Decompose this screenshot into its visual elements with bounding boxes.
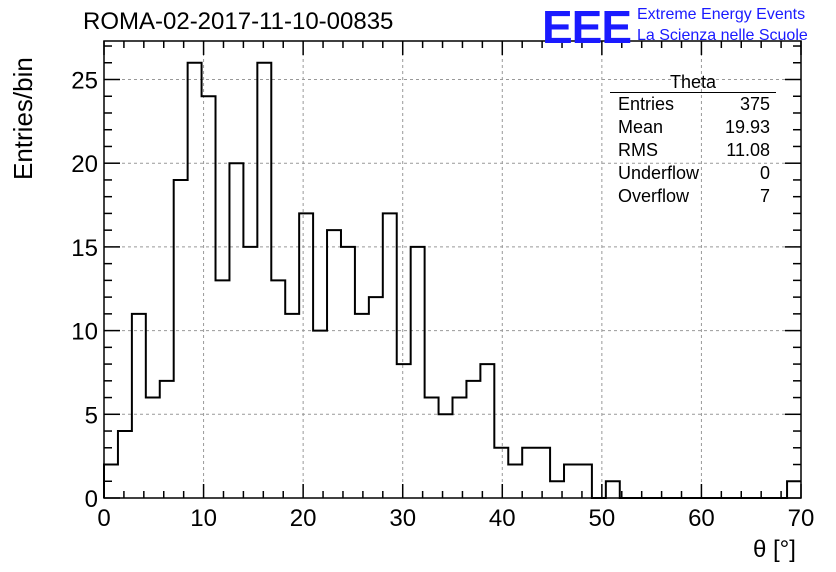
histogram-bin <box>216 280 230 498</box>
y-tick-label: 25 <box>71 68 98 95</box>
histogram-bin <box>564 465 578 498</box>
histogram-bin <box>118 431 132 498</box>
stats-row-overflow: Overflow 7 <box>610 185 776 208</box>
stats-label: Underflow <box>618 163 700 183</box>
histogram-bin <box>160 381 174 498</box>
histogram-bin <box>243 247 257 498</box>
x-tick-label: 20 <box>290 505 317 532</box>
x-tick-label: 0 <box>97 505 110 532</box>
logo-caption-line2: La Scienza nelle Scuole <box>637 27 808 44</box>
stats-value: 19.93 <box>724 117 770 137</box>
stats-title: Theta <box>610 72 776 93</box>
stats-value: 7 <box>759 186 770 206</box>
y-tick-label: 20 <box>71 151 98 178</box>
histogram-bin <box>466 381 480 498</box>
stats-value: 11.08 <box>726 140 770 160</box>
logo-caption-line1: Extreme Energy Events <box>637 6 806 23</box>
stats-row-entries: Entries 375 <box>610 93 776 116</box>
histogram-bin <box>606 481 620 498</box>
histogram-bin <box>425 398 439 498</box>
histogram-bin <box>383 213 397 498</box>
histogram-bin <box>299 213 313 498</box>
histogram-bin <box>397 364 411 498</box>
y-axis-label: Entries/bin <box>8 57 38 180</box>
x-tick-label: 40 <box>489 505 516 532</box>
x-tick-label: 50 <box>589 505 616 532</box>
stats-value: 0 <box>759 163 770 183</box>
histogram-bin <box>355 314 369 498</box>
stats-label: Overflow <box>618 186 690 206</box>
stats-value: 375 <box>739 94 770 114</box>
histogram-bin <box>453 398 467 498</box>
x-tick-label: 60 <box>688 505 715 532</box>
histogram-bin <box>341 247 355 498</box>
histogram-bin <box>787 481 801 498</box>
x-tick-label: 30 <box>389 505 416 532</box>
y-tick-label: 0 <box>85 486 98 513</box>
histogram-bin <box>439 414 453 498</box>
histogram-bin <box>369 297 383 498</box>
histogram-bin <box>480 364 494 498</box>
stats-row-underflow: Underflow 0 <box>610 162 776 185</box>
plot-frame <box>103 40 802 499</box>
stats-label: Mean <box>618 117 664 137</box>
histogram-line <box>103 61 801 499</box>
y-tick-label: 15 <box>71 235 98 262</box>
histogram-bin <box>285 314 299 498</box>
histogram-bin <box>146 398 160 498</box>
chart-title: ROMA-02-2017-11-10-00835 <box>83 8 394 35</box>
logo-caption: Extreme Energy Events La Scienza nelle S… <box>637 4 808 46</box>
histogram-bin <box>327 230 341 498</box>
histogram-bin <box>174 180 188 498</box>
x-axis-label: θ [°] <box>753 536 796 563</box>
x-tick-label: 70 <box>788 505 815 532</box>
histogram-bin <box>257 63 271 498</box>
histogram-bin <box>578 465 592 498</box>
histogram-bin <box>271 280 285 498</box>
x-tick-label: 10 <box>190 505 217 532</box>
stats-row-mean: Mean 19.93 <box>610 116 776 139</box>
stats-label: Entries <box>618 94 675 114</box>
y-tick-label: 10 <box>71 319 98 346</box>
stats-box: Theta Entries 375 Mean 19.93 RMS 11.08 U… <box>610 72 776 208</box>
histogram-bin <box>188 63 202 498</box>
y-tick-label: 5 <box>85 402 98 429</box>
histogram-bin <box>132 314 146 498</box>
eee-logo: EEE <box>542 1 632 53</box>
histogram-bin <box>411 247 425 498</box>
histogram-bin <box>508 465 522 498</box>
histogram-bin <box>494 448 508 498</box>
stats-row-rms: RMS 11.08 <box>610 139 776 162</box>
stats-label: RMS <box>618 140 658 160</box>
histogram-bin <box>536 448 550 498</box>
histogram-bin <box>522 448 536 498</box>
